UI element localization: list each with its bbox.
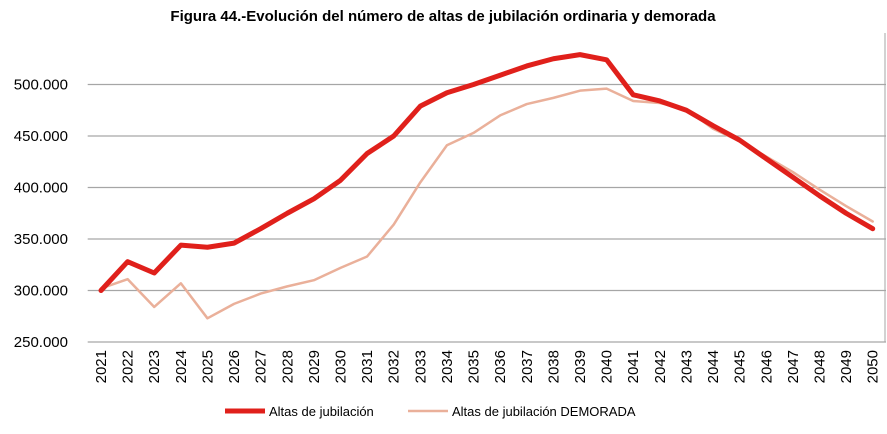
x-tick-label: 2037 bbox=[519, 350, 536, 383]
x-tick-label: 2046 bbox=[758, 350, 775, 383]
y-tick-label: 300.000 bbox=[14, 283, 68, 300]
y-tick-label: 500.000 bbox=[14, 77, 68, 94]
x-tick-label: 2047 bbox=[785, 350, 802, 383]
x-tick-label: 2035 bbox=[466, 350, 483, 383]
x-tick-label: 2021 bbox=[93, 350, 110, 383]
legend-label: Altas de jubilación bbox=[269, 404, 374, 419]
y-tick-label: 400.000 bbox=[14, 180, 68, 197]
x-tick-label: 2040 bbox=[599, 350, 616, 383]
chart-title: Figura 44.-Evolución del número de altas… bbox=[170, 8, 716, 25]
x-tick-label: 2049 bbox=[838, 350, 855, 383]
x-tick-label: 2042 bbox=[652, 350, 669, 383]
series-line-1 bbox=[98, 52, 876, 293]
x-tick-label: 2050 bbox=[865, 350, 882, 383]
x-tick-label: 2041 bbox=[625, 350, 642, 383]
x-tick-label: 2028 bbox=[279, 350, 296, 383]
x-tick-label: 2027 bbox=[253, 350, 270, 383]
x-tick-label: 2039 bbox=[572, 350, 589, 383]
y-tick-label: 450.000 bbox=[14, 128, 68, 145]
x-tick-label: 2034 bbox=[439, 350, 456, 383]
x-tick-label: 2029 bbox=[306, 350, 323, 383]
x-tick-label: 2023 bbox=[146, 350, 163, 383]
x-tick-label: 2022 bbox=[120, 350, 137, 383]
legend-label: Altas de jubilación DEMORADA bbox=[452, 404, 636, 419]
x-tick-label: 2030 bbox=[332, 350, 349, 383]
x-tick-label: 2048 bbox=[811, 350, 828, 383]
x-tick-label: 2038 bbox=[545, 350, 562, 383]
x-tick-label: 2024 bbox=[173, 350, 190, 383]
x-tick-label: 2045 bbox=[732, 350, 749, 383]
x-tick-label: 2032 bbox=[386, 350, 403, 383]
x-tick-label: 2025 bbox=[199, 350, 216, 383]
x-tick-label: 2031 bbox=[359, 350, 376, 383]
y-tick-label: 250.000 bbox=[14, 334, 68, 351]
x-tick-label: 2033 bbox=[412, 350, 429, 383]
x-tick-label: 2043 bbox=[678, 350, 695, 383]
x-tick-label: 2044 bbox=[705, 350, 722, 383]
x-tick-label: 2026 bbox=[226, 350, 243, 383]
y-tick-label: 350.000 bbox=[14, 231, 68, 248]
x-tick-label: 2036 bbox=[492, 350, 509, 383]
series-line-2 bbox=[99, 87, 874, 320]
